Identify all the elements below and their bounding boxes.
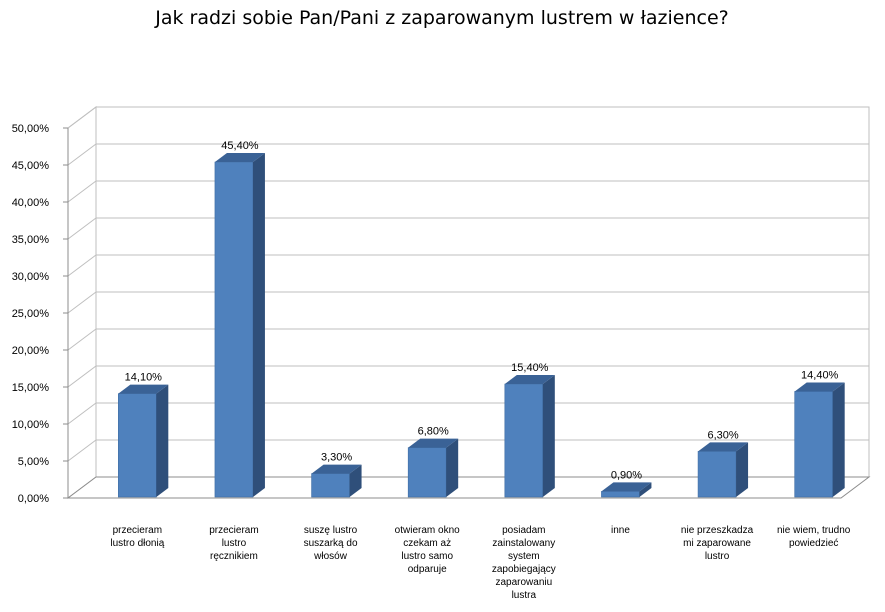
chart-title: Jak radzi sobie Pan/Pani z zaparowanym l…: [154, 7, 728, 29]
data-label: 45,40%: [221, 140, 259, 152]
bar-side: [252, 153, 265, 498]
data-label: 14,40%: [801, 369, 839, 381]
bar-front: [601, 491, 640, 498]
bar: [118, 384, 169, 498]
bar-top: [698, 442, 749, 452]
y-tick-label: 20,00%: [12, 345, 50, 357]
bar-top: [504, 375, 555, 385]
y-axis-ticks: 0,00% 5,00% 10,00% 15,00% 20,00% 25,00% 30,00%…: [12, 123, 69, 505]
gridline: [67, 365, 869, 388]
bar-front: [311, 473, 350, 498]
gridline: [67, 402, 869, 425]
floor: [66, 476, 871, 499]
gridline: [67, 217, 869, 240]
gridline: [67, 254, 869, 277]
gridline: [67, 180, 869, 203]
category-label: suszę lustro suszarką do włosów: [304, 525, 358, 562]
y-tick-label: 15,00%: [12, 382, 50, 394]
bar-top: [408, 438, 459, 448]
category-label: posiadam zainstalowany system zapobiegający…: [492, 525, 556, 601]
category-label: inne: [611, 525, 630, 536]
data-label: 3,30%: [321, 452, 352, 464]
bar-side: [736, 442, 749, 497]
bar-top: [311, 464, 362, 474]
category-label: nie przeszkadza mi zaparowane lustro: [681, 525, 754, 562]
gridline: [67, 328, 869, 351]
bar-front: [504, 383, 544, 498]
bar-side: [446, 438, 459, 497]
y-tick-label: 35,00%: [12, 234, 50, 246]
chart-walls: [66, 106, 871, 499]
bar-top: [214, 153, 265, 163]
category-label: nie wiem, trudno powiedzieć: [777, 525, 851, 549]
gridline: [67, 291, 869, 314]
y-tick-label: 0,00%: [18, 493, 49, 505]
data-label: 6,30%: [707, 429, 738, 441]
bar-front: [794, 391, 833, 498]
bar-side: [156, 384, 169, 497]
data-label: 6,80%: [418, 426, 449, 438]
bar: [407, 438, 459, 498]
bar-front: [214, 161, 254, 498]
data-label: 0,90%: [611, 469, 642, 481]
category-label: otwieram okno czekam aż lustro samo odparuj…: [395, 525, 460, 575]
y-tick-label: 45,00%: [12, 160, 50, 172]
bar-top: [794, 382, 845, 392]
y-tick-label: 5,00%: [18, 456, 49, 468]
bar: [504, 375, 555, 498]
bar-front: [697, 451, 737, 498]
bar-side: [639, 482, 652, 497]
bar-front: [118, 393, 157, 498]
category-labels: przecieram lustro dłonią przecieram lustro r…: [110, 525, 850, 601]
bar-side: [832, 382, 845, 497]
bar: [214, 153, 265, 498]
y-tick-label: 40,00%: [12, 197, 50, 209]
gridline: [67, 143, 869, 166]
gridlines: [67, 106, 869, 462]
gridline: [67, 439, 869, 462]
bar-side: [349, 464, 362, 497]
y-tick-label: 10,00%: [12, 419, 50, 431]
gridline: [67, 106, 869, 129]
bar-side: [542, 375, 555, 497]
data-label: 14,10%: [125, 372, 163, 384]
category-label: przecieram lustro dłonią: [110, 525, 164, 549]
data-label: 15,40%: [511, 362, 549, 374]
y-tick-label: 30,00%: [12, 271, 50, 283]
bar: [311, 464, 362, 498]
data-labels: 14,10% 45,40% 3,30% 6,80% 15,40% 0,90% 6,30% 14…: [125, 140, 839, 481]
y-tick-label: 25,00%: [12, 308, 50, 320]
bars: [118, 153, 845, 498]
bar: [601, 482, 652, 498]
category-label: przecieram lustro ręcznikiem: [209, 525, 258, 562]
bar-top: [601, 482, 652, 492]
bar: [794, 382, 845, 498]
y-tick-label: 50,00%: [12, 123, 50, 135]
bar: [697, 442, 749, 498]
bar-top: [118, 384, 169, 394]
bar-front: [407, 447, 447, 498]
